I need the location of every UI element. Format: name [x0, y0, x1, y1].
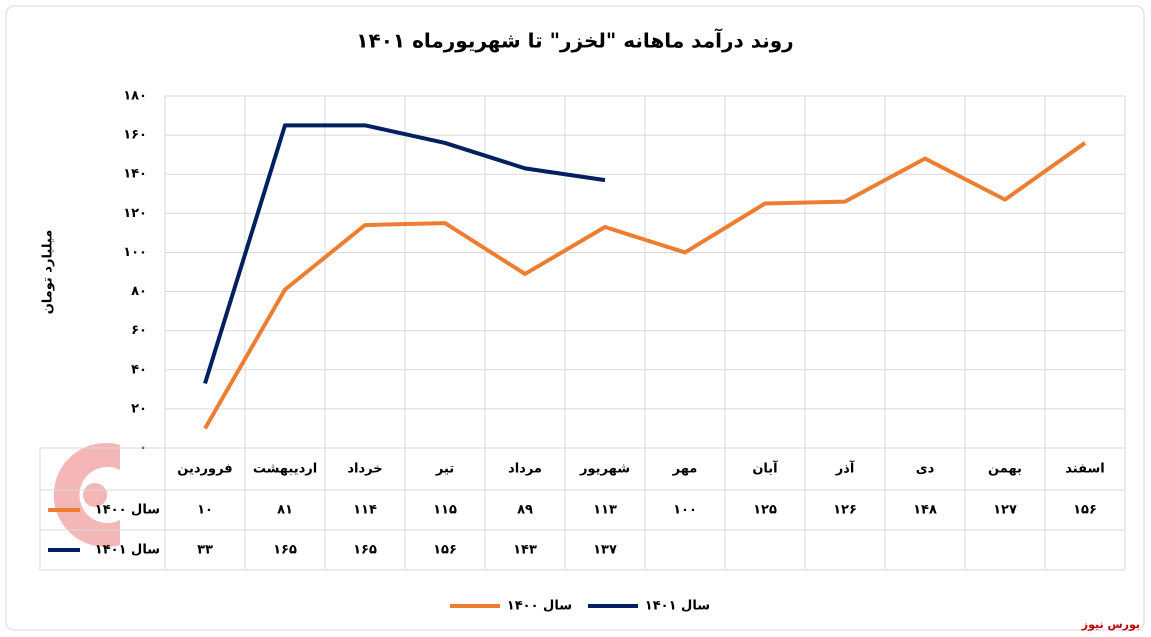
- line-series: [203, 141, 1087, 430]
- table-value: ۱۴۳: [513, 543, 537, 558]
- y-axis-label: میلیارد تومان: [41, 230, 56, 315]
- table-value: ۱۰: [197, 503, 213, 518]
- x-tick-label: فروردین: [177, 462, 232, 477]
- table-value: ۱۲۶: [833, 503, 857, 518]
- x-tick-label: مهر: [672, 462, 698, 477]
- y-tick-label: ۴۰: [131, 362, 147, 377]
- y-tick-label: ۱۶۰: [123, 128, 147, 143]
- x-tick-label: دی: [916, 462, 935, 477]
- table-value: ۱۶۵: [273, 543, 297, 558]
- table-value: ۸۱: [277, 503, 293, 518]
- x-tick-label: آبان: [752, 460, 778, 477]
- watermark-logo: [53, 442, 120, 547]
- y-tick-label: ۱۸۰: [123, 89, 147, 104]
- y-tick-label: ۸۰: [131, 284, 147, 299]
- x-tick-label: اردیبهشت: [253, 462, 317, 477]
- table-value: ۳۳: [197, 543, 213, 558]
- source: بورس نیوز: [1081, 618, 1140, 631]
- table-series-name: سال ۱۴۰۰: [95, 503, 160, 518]
- x-tick-label: شهریور: [579, 462, 630, 477]
- table-value: ۱۰۰: [673, 503, 697, 518]
- table-value: ۱۶۵: [353, 543, 377, 558]
- table-value: ۱۳۷: [593, 543, 617, 558]
- x-tick-label: بهمن: [988, 462, 1022, 477]
- chart-frame: [5, 5, 1145, 631]
- x-tick-label: مرداد: [508, 462, 542, 477]
- table-value: ۱۵۶: [1073, 503, 1097, 518]
- y-tick-label: ۱۴۰: [123, 167, 147, 182]
- legend-label: سال ۱۴۰۱: [645, 599, 710, 614]
- y-tick-label: ۱۰۰: [123, 245, 147, 260]
- table-value: ۸۹: [517, 503, 533, 518]
- x-tick-label: خرداد: [347, 462, 382, 477]
- table-series-name: سال ۱۴۰۱: [95, 543, 160, 558]
- x-tick-label: آذر: [835, 460, 855, 477]
- chart-title: روند درآمد ماهانه "لخزر" تا شهریورماه ۱۴…: [356, 28, 793, 53]
- table-value: ۱۵۶: [433, 543, 457, 558]
- table-value: ۱۴۸: [913, 503, 937, 518]
- table-value: ۱۱۳: [593, 503, 617, 518]
- y-tick-label: ۶۰: [131, 323, 147, 338]
- x-tick-label: اسفند: [1065, 462, 1104, 477]
- table-value: ۱۲۵: [753, 503, 777, 518]
- table-value: ۱۱۵: [433, 503, 457, 518]
- line-series: [203, 123, 606, 385]
- legend-label: سال ۱۴۰۰: [507, 599, 572, 614]
- y-tick-label: ۲۰: [131, 401, 147, 416]
- x-tick-label: تیر: [435, 462, 454, 477]
- table-value: ۱۲۷: [993, 503, 1017, 518]
- y-tick-label: ۱۲۰: [123, 206, 147, 221]
- table-value: ۱۱۴: [353, 503, 377, 518]
